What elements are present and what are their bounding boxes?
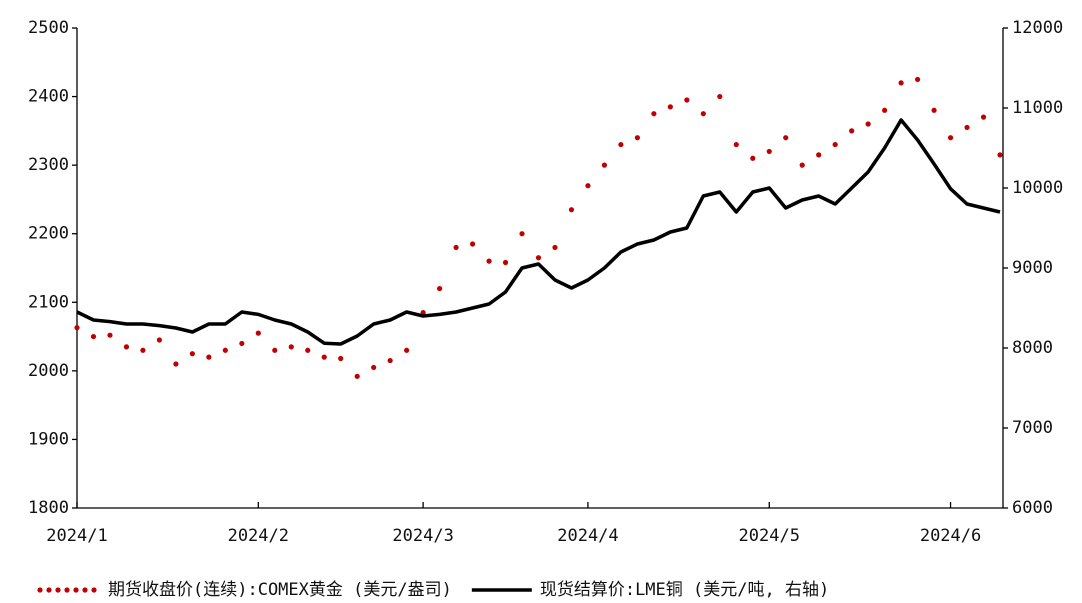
legend-swatch xyxy=(91,587,97,593)
data-point xyxy=(354,373,360,379)
x-tick-label: 2024/4 xyxy=(557,526,618,546)
data-point xyxy=(338,355,344,362)
x-tick-label: 2024/2 xyxy=(228,526,289,546)
data-point xyxy=(799,162,805,168)
y-tick-label: 1800 xyxy=(28,498,69,518)
y-tick-label: 2200 xyxy=(28,224,69,244)
y2-tick-label: 10000 xyxy=(1012,178,1063,198)
data-point xyxy=(816,152,822,158)
data-point xyxy=(321,354,327,360)
data-point xyxy=(750,155,756,161)
y-tick-label: 2100 xyxy=(28,292,69,312)
y2-tick-label: 12000 xyxy=(1012,18,1063,38)
data-point xyxy=(404,347,410,353)
legend-swatch xyxy=(73,587,79,593)
data-point xyxy=(651,111,657,117)
data-point xyxy=(865,121,871,127)
y-tick-label: 2500 xyxy=(28,18,69,38)
data-point xyxy=(947,135,954,141)
data-point xyxy=(618,141,624,148)
data-point xyxy=(832,141,838,148)
legend-swatch xyxy=(55,587,61,593)
data-point xyxy=(766,148,772,155)
data-point xyxy=(519,231,525,237)
data-point xyxy=(74,325,80,331)
data-point xyxy=(90,333,97,340)
data-point xyxy=(667,104,673,110)
data-point xyxy=(486,258,492,264)
data-point xyxy=(914,76,921,83)
data-point xyxy=(898,80,904,86)
y2-tick-label: 11000 xyxy=(1012,98,1063,118)
data-point xyxy=(305,347,311,353)
data-point xyxy=(997,152,1003,158)
legend-swatch xyxy=(82,587,88,593)
y-tick-label: 2000 xyxy=(28,361,69,381)
data-point xyxy=(535,255,542,261)
y2-tick-label: 9000 xyxy=(1012,258,1053,278)
data-point xyxy=(964,124,970,131)
data-point xyxy=(700,111,706,117)
x-tick-label: 2024/6 xyxy=(920,526,981,546)
x-tick-label: 2024/3 xyxy=(392,526,453,546)
y-tick-label: 2400 xyxy=(28,87,69,107)
data-point xyxy=(156,337,163,343)
data-point xyxy=(634,135,640,141)
data-point xyxy=(882,107,888,113)
data-point xyxy=(684,97,690,103)
data-point xyxy=(173,361,179,367)
data-point xyxy=(783,135,789,141)
legend-swatch xyxy=(37,587,43,593)
data-point xyxy=(437,285,443,292)
data-point xyxy=(123,344,130,350)
data-point xyxy=(239,340,245,347)
data-point xyxy=(206,354,212,360)
y-tick-label: 2300 xyxy=(28,155,69,175)
data-point xyxy=(502,259,509,266)
legend-swatch xyxy=(46,587,52,593)
data-point xyxy=(552,244,558,251)
y2-tick-label: 6000 xyxy=(1012,498,1053,518)
data-line xyxy=(76,118,1001,346)
data-point xyxy=(469,241,476,247)
data-point xyxy=(931,107,937,113)
y2-tick-label: 7000 xyxy=(1012,418,1053,438)
data-point xyxy=(371,364,377,371)
data-point xyxy=(255,330,261,336)
data-point xyxy=(717,93,723,100)
legend-swatch xyxy=(64,587,70,593)
data-point xyxy=(585,183,591,189)
data-point xyxy=(189,351,195,357)
data-point xyxy=(222,347,228,353)
data-point xyxy=(733,141,739,148)
legend-label: 现货结算价:LME铜 (美元/吨, 右轴) xyxy=(540,580,829,600)
x-tick-label: 2024/1 xyxy=(46,526,107,546)
data-point xyxy=(107,332,113,338)
data-point xyxy=(140,347,146,353)
data-point xyxy=(288,344,294,350)
data-point xyxy=(849,128,855,134)
data-point xyxy=(420,309,426,316)
x-tick-label: 2024/5 xyxy=(739,526,800,546)
legend-label: 期货收盘价(连续):COMEX黄金 (美元/盎司) xyxy=(108,580,452,600)
data-point xyxy=(568,207,575,213)
y2-tick-label: 8000 xyxy=(1012,338,1053,358)
y-tick-label: 1900 xyxy=(28,429,69,449)
data-point xyxy=(601,162,608,168)
data-point xyxy=(980,114,987,120)
data-point xyxy=(387,357,393,364)
data-point xyxy=(272,347,278,353)
data-point xyxy=(453,244,459,251)
